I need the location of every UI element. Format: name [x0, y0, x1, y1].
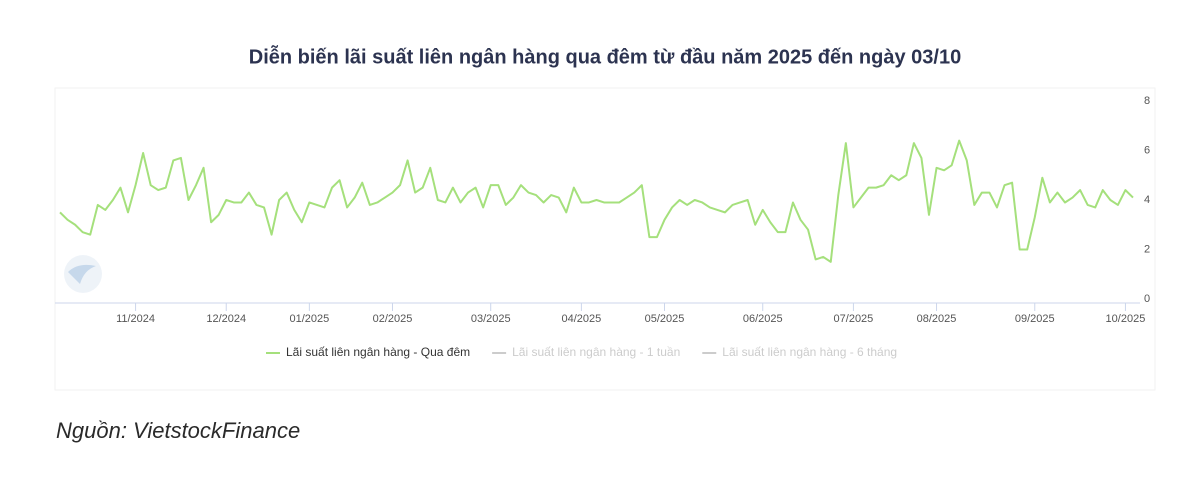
x-tick-label: 10/2025 — [1106, 313, 1146, 325]
legend-item[interactable]: Lãi suất liên ngân hàng - 6 tháng — [702, 345, 897, 359]
x-tick-label: 02/2025 — [373, 313, 413, 325]
legend-label: Lãi suất liên ngân hàng - 1 tuần — [512, 345, 680, 359]
y-tick-label: 8 — [1144, 95, 1150, 107]
legend-item[interactable]: Lãi suất liên ngân hàng - 1 tuần — [492, 345, 680, 359]
series-line — [59, 139, 1134, 263]
y-tick-label: 6 — [1144, 144, 1150, 156]
y-tick-label: 2 — [1144, 243, 1150, 255]
legend-item[interactable]: Lãi suất liên ngân hàng - Qua đêm — [266, 345, 470, 359]
x-tick-label: 04/2025 — [562, 313, 602, 325]
source-note: Nguồn: VietstockFinance — [56, 418, 300, 443]
x-tick-label: 12/2024 — [206, 313, 246, 325]
chart-panel — [54, 87, 1156, 391]
x-tick-label: 11/2024 — [116, 313, 155, 325]
x-tick-label: 09/2025 — [1015, 313, 1055, 325]
chart-title: Diễn biến lãi suất liên ngân hàng qua đê… — [249, 44, 961, 68]
y-tick-label: 4 — [1144, 194, 1150, 206]
x-tick-label: 01/2025 — [289, 313, 329, 325]
x-tick-label: 06/2025 — [743, 313, 783, 325]
y-tick-label: 0 — [1144, 293, 1150, 305]
x-tick-label: 07/2025 — [834, 313, 874, 325]
legend-label: Lãi suất liên ngân hàng - Qua đêm — [286, 345, 470, 359]
legend-label: Lãi suất liên ngân hàng - 6 tháng — [722, 345, 897, 359]
logo-shape — [68, 264, 96, 284]
watermark-logo — [64, 255, 102, 293]
x-tick-label: 03/2025 — [471, 313, 511, 325]
x-tick-label: 08/2025 — [917, 313, 957, 325]
x-tick-label: 05/2025 — [645, 313, 685, 325]
